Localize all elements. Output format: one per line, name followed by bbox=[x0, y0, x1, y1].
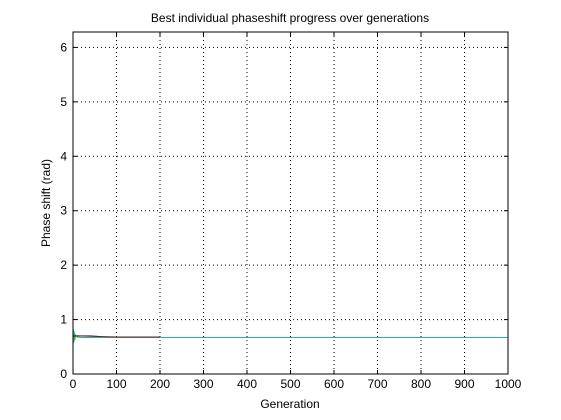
y-tick-label: 0 bbox=[60, 367, 67, 381]
plot-area-background bbox=[73, 32, 508, 374]
x-tick-label: 100 bbox=[106, 377, 126, 391]
chart-title: Best individual phaseshift progress over… bbox=[151, 11, 429, 25]
x-tick-label: 1000 bbox=[495, 377, 522, 391]
series-line-4 bbox=[72, 335, 160, 338]
y-tick-label: 6 bbox=[60, 40, 67, 54]
x-tick-label: 900 bbox=[454, 377, 474, 391]
x-tick-label: 800 bbox=[411, 377, 431, 391]
series-layer bbox=[72, 329, 508, 343]
y-tick-label: 3 bbox=[60, 204, 67, 218]
x-tick-label: 0 bbox=[70, 377, 77, 391]
y-tick-label: 4 bbox=[60, 149, 67, 163]
y-axis-label: Phase shift (rad) bbox=[39, 159, 53, 247]
x-tick-label: 700 bbox=[367, 377, 387, 391]
y-tick-label: 2 bbox=[60, 258, 67, 272]
x-axis-label: Generation bbox=[260, 397, 319, 411]
grid-lines bbox=[73, 32, 508, 374]
x-tick-label: 600 bbox=[324, 377, 344, 391]
y-tick-label: 5 bbox=[60, 95, 67, 109]
x-tick-label: 300 bbox=[193, 377, 213, 391]
x-tick-label: 500 bbox=[280, 377, 300, 391]
x-tick-label: 200 bbox=[150, 377, 170, 391]
axis-ticks: 0 100 200 300 400 500 600 700 800 900 1000 0 1 2 3 4 5 6 bbox=[60, 32, 522, 391]
x-tick-label: 400 bbox=[237, 377, 257, 391]
y-tick-label: 1 bbox=[60, 313, 67, 327]
